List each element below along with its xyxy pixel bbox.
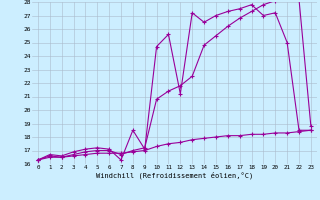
X-axis label: Windchill (Refroidissement éolien,°C): Windchill (Refroidissement éolien,°C) xyxy=(96,172,253,179)
